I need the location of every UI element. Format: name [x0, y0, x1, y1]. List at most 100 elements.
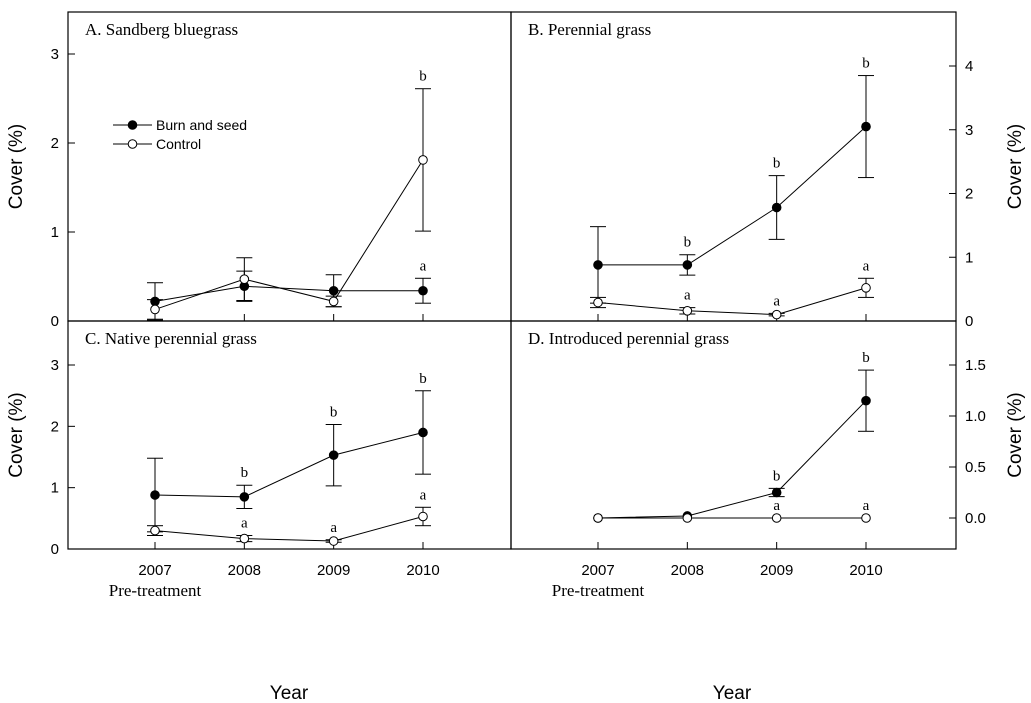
x-tick-label: 2009: [760, 562, 793, 579]
panel-title: B. Perennial grass: [528, 20, 651, 39]
y-tick-label: 0: [51, 313, 59, 330]
data-point: [593, 513, 603, 523]
data-point: [682, 260, 693, 270]
data-point: [418, 427, 428, 438]
data-point: [239, 274, 250, 284]
y-tick-label: 1: [51, 480, 59, 497]
significance-letter: b: [241, 465, 249, 481]
significance-letter: a: [330, 520, 337, 536]
pre-treatment-label: Pre-treatment: [552, 581, 645, 600]
series-line: [597, 287, 867, 316]
y-tick-label: 1: [51, 224, 59, 241]
series-line: [154, 159, 424, 310]
data-point: [682, 306, 693, 316]
series-control: b: [147, 69, 431, 320]
legend: Burn and seed Control: [113, 117, 247, 152]
y-tick-label: 2: [51, 135, 59, 152]
data-point: [861, 283, 871, 293]
data-point: [328, 285, 339, 296]
y-tick-label: 3: [51, 46, 59, 63]
data-point: [418, 155, 428, 165]
y-tick-label: 1.5: [965, 357, 986, 374]
significance-letter: b: [773, 156, 781, 172]
x-axis-title: Year: [270, 683, 309, 703]
series-line: [154, 516, 424, 542]
series-line: [154, 285, 423, 302]
data-point: [593, 260, 603, 270]
significance-letter: a: [420, 487, 427, 503]
data-point: [239, 533, 250, 544]
data-point: [861, 395, 871, 406]
series-burn-and-seed: b b b: [590, 56, 874, 304]
y-tick-label: 3: [51, 357, 59, 374]
panel-frame: [67, 320, 512, 550]
series-burn-and-seed: bb: [593, 350, 874, 523]
series-control: a a a: [590, 258, 874, 320]
panel-frame: [67, 11, 512, 322]
series-burn-and-seed: b b b: [147, 371, 431, 533]
legend-marker: [127, 139, 138, 149]
data-point: [682, 513, 693, 523]
data-point: [328, 450, 339, 460]
series-line: [154, 431, 424, 498]
significance-letter: b: [862, 350, 870, 366]
legend-marker: [127, 120, 138, 130]
data-point: [771, 513, 782, 523]
x-axis-title: Year: [713, 683, 752, 703]
data-point: [418, 285, 428, 296]
panel-frame: [510, 11, 957, 322]
x-tick-label: 2007: [581, 562, 614, 579]
significance-letter: a: [863, 258, 870, 274]
y-tick-label: 3: [965, 122, 973, 139]
x-tick-label: 2010: [406, 562, 439, 579]
y-tick-label: 0: [965, 313, 973, 330]
panel-title: D. Introduced perennial grass: [528, 329, 729, 348]
panel-b: B. Perennial grass 0 1 2 3 4 Cover (%) b b b a a a: [510, 11, 1026, 330]
y-tick-label: 2: [965, 186, 973, 203]
y-tick-label: 2: [51, 418, 59, 435]
data-point: [150, 525, 160, 536]
data-point: [418, 511, 428, 522]
x-tick-label: 2007: [138, 562, 171, 579]
panel-title: A. Sandberg bluegrass: [85, 20, 238, 39]
y-axis-title: Cover (%): [1005, 124, 1026, 210]
significance-letter: b: [419, 69, 427, 85]
y-axis-title: Cover (%): [6, 392, 27, 478]
x-tick-label: 2008: [671, 562, 704, 579]
panel-frame: [510, 320, 957, 550]
significance-letter: a: [773, 498, 780, 514]
series-line: [598, 126, 867, 266]
significance-letter: b: [684, 235, 692, 251]
data-point: [239, 492, 250, 502]
series-line: [597, 400, 867, 519]
significance-letter: b: [330, 404, 338, 420]
significance-letter: b: [862, 56, 870, 72]
data-point: [771, 487, 782, 498]
significance-letter: a: [420, 258, 427, 274]
data-point: [150, 304, 160, 315]
y-tick-label: 1.0: [965, 408, 986, 425]
panel-title: C. Native perennial grass: [85, 329, 257, 348]
y-axis-title: Cover (%): [6, 124, 27, 210]
y-tick-label: 0: [51, 541, 59, 558]
significance-letter: a: [773, 293, 780, 309]
data-point: [861, 121, 871, 132]
pre-treatment-label: Pre-treatment: [109, 581, 202, 600]
panel-d: D. Introduced perennial grass 0.0 0.5 1.0 1.…: [510, 320, 1026, 703]
y-axis-title: Cover (%): [1005, 392, 1026, 478]
data-point: [771, 309, 782, 320]
data-point: [150, 490, 160, 500]
data-point: [328, 536, 339, 546]
data-point: [861, 513, 871, 523]
data-point: [328, 296, 339, 307]
x-tick-label: 2010: [849, 562, 882, 579]
series-control: a a a: [147, 487, 431, 546]
x-tick-label: 2009: [317, 562, 350, 579]
panel-a: A. Sandberg bluegrass 0 1 2 3 Cover (%) a b Burn…: [6, 11, 512, 330]
y-tick-label: 0.0: [965, 510, 986, 527]
significance-letter: b: [419, 371, 427, 387]
significance-letter: a: [863, 498, 870, 514]
